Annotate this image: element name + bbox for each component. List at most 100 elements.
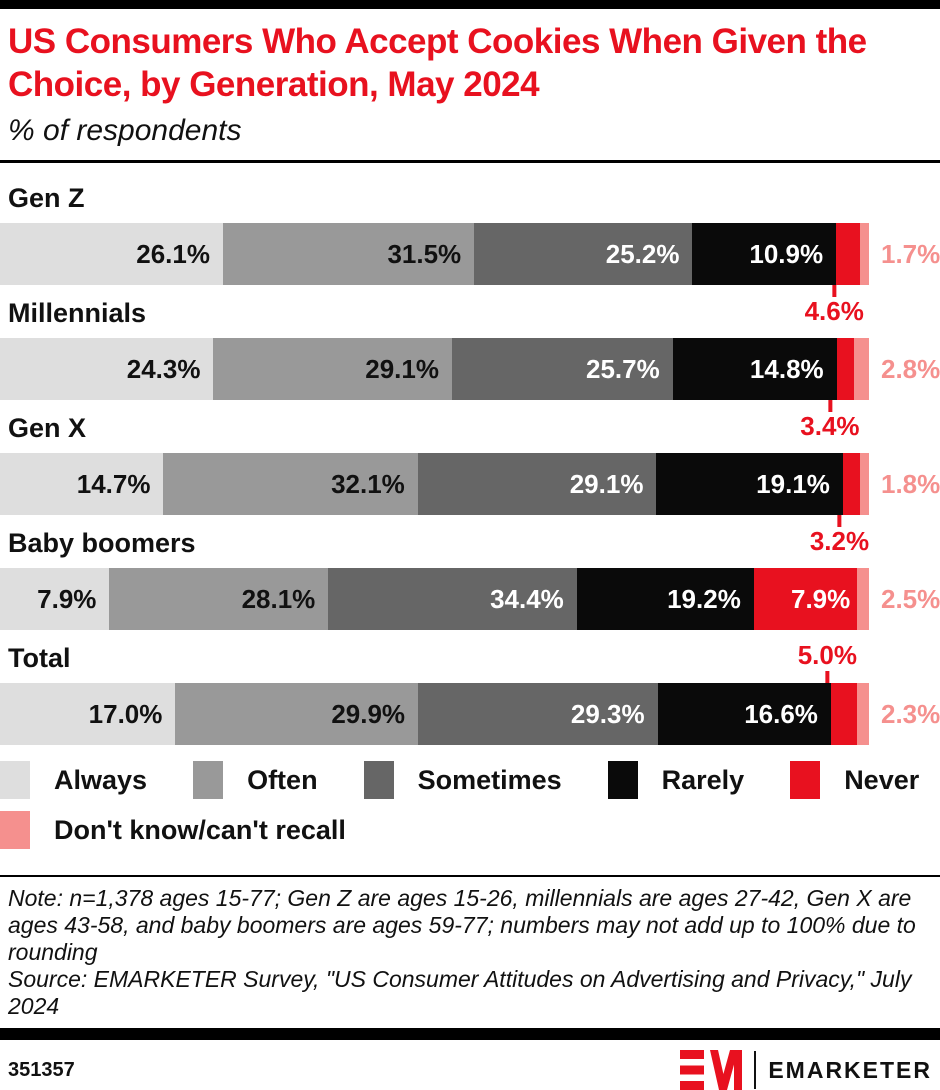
row-label: Total bbox=[8, 643, 71, 674]
legend-row: Always Often Sometimes Rarely Never bbox=[0, 761, 940, 800]
legend-label: Sometimes bbox=[417, 764, 562, 795]
bar-segment: 7.9% bbox=[0, 568, 110, 631]
segment-value-label: 10.9% bbox=[749, 238, 824, 269]
chart-row: Baby boomers 7.9% 28.1% 34.4% 19.2% 7.9% 2.5% bbox=[0, 528, 940, 631]
dont-know-value-label: 2.8% bbox=[881, 353, 940, 384]
note-text: Note: n=1,378 ages 15-77; Gen Z are ages… bbox=[8, 885, 916, 966]
bar-segment: 19.2% bbox=[576, 568, 754, 631]
segment-value-label: 28.1% bbox=[241, 583, 316, 614]
legend-row: Don't know/can't recall bbox=[0, 811, 940, 850]
bar-segment: 14.7% bbox=[0, 453, 164, 516]
segment-value-label: 29.1% bbox=[569, 468, 644, 499]
chart-row: Gen Z 26.1% 31.5% 25.2% 10.9% 1.7% 4.6% bbox=[0, 183, 940, 326]
bar-segment: 10.9% bbox=[692, 223, 837, 286]
chart-row: Millennials 24.3% 29.1% 25.7% 14.8% 2.8% 3.4% bbox=[0, 298, 940, 441]
stacked-bar: 7.9% 28.1% 34.4% 19.2% 7.9% 2.5% bbox=[0, 568, 940, 631]
dont-know-value-label: 1.7% bbox=[881, 238, 940, 269]
never-callout: 3.2% bbox=[810, 515, 869, 557]
segment-value-label: 16.6% bbox=[744, 698, 818, 729]
bar-segment: 16.6% bbox=[657, 683, 831, 746]
row-label: Millennials bbox=[8, 298, 147, 329]
dont-know-value-label: 1.8% bbox=[881, 468, 940, 499]
never-callout: 4.6% bbox=[805, 285, 864, 327]
segment-value-label: 14.8% bbox=[749, 353, 824, 384]
never-value-label: 5.0% bbox=[797, 640, 857, 671]
bar-segment bbox=[836, 223, 861, 286]
legend-item: Rarely bbox=[607, 761, 744, 800]
never-value-label: 4.6% bbox=[804, 296, 864, 327]
footer: 351357 EMARKETER bbox=[0, 1040, 940, 1090]
bar-segment bbox=[857, 568, 869, 631]
segment-value-label: 29.9% bbox=[331, 698, 406, 729]
legend-swatch bbox=[193, 761, 224, 800]
legend-item: Always bbox=[0, 761, 148, 800]
legend-item: Often bbox=[193, 761, 318, 800]
chart-header: US Consumers Who Accept Cookies When Giv… bbox=[0, 9, 940, 148]
bar-segment bbox=[860, 223, 870, 286]
legend-swatch bbox=[363, 761, 394, 800]
bar-segment: 26.1% bbox=[0, 223, 223, 286]
emarketer-mark-icon bbox=[680, 1050, 743, 1090]
chart-title: US Consumers Who Accept Cookies When Giv… bbox=[8, 22, 867, 104]
stacked-bar: 24.3% 29.1% 25.7% 14.8% 2.8% 3.4% bbox=[0, 338, 940, 441]
never-callout: 3.4% bbox=[800, 400, 860, 442]
legend-swatch bbox=[0, 811, 30, 850]
bar-segment: 29.3% bbox=[418, 683, 658, 746]
segment-value-label: 25.7% bbox=[586, 353, 660, 384]
legend-label: Often bbox=[247, 764, 318, 795]
stacked-bar: 14.7% 32.1% 29.1% 19.1% 1.8% 3.2% bbox=[0, 453, 940, 556]
brand-wordmark: EMARKETER bbox=[768, 1056, 932, 1083]
chart-row: Total 17.0% 29.9% 29.3% 16.6% 2.3% 5.0% bbox=[0, 640, 940, 746]
segment-value-label: 7.9% bbox=[37, 583, 97, 614]
segment-value-label: 19.2% bbox=[667, 583, 741, 614]
row-label: Baby boomers bbox=[8, 528, 196, 559]
callout-tick bbox=[827, 400, 832, 413]
bar-segment: 25.7% bbox=[451, 338, 673, 401]
segment-value-label: 29.1% bbox=[365, 353, 439, 384]
bar-segment: 17.0% bbox=[0, 683, 176, 746]
bar-segment: 31.5% bbox=[223, 223, 475, 286]
bar-segment bbox=[859, 453, 869, 516]
legend-swatch bbox=[0, 761, 30, 800]
bar-segment: 29.1% bbox=[417, 453, 657, 516]
bar-segment bbox=[842, 453, 860, 516]
legend-label: Never bbox=[844, 764, 920, 795]
row-label: Gen Z bbox=[8, 183, 85, 214]
bar-segment bbox=[836, 338, 855, 401]
callout-tick bbox=[825, 671, 830, 684]
bar-segment: 19.1% bbox=[656, 453, 843, 516]
bar-segment: 29.1% bbox=[213, 338, 452, 401]
source-text: Source: EMARKETER Survey, "US Consumer A… bbox=[8, 966, 912, 1020]
legend: Always Often Sometimes Rarely Never Don't kno… bbox=[0, 761, 940, 850]
segment-value-label: 26.1% bbox=[136, 238, 210, 269]
segment-value-label: 17.0% bbox=[88, 698, 163, 729]
segment-value-label: 32.1% bbox=[331, 468, 405, 499]
bar-segment: 29.9% bbox=[175, 683, 419, 746]
chart-subtitle: % of respondents bbox=[8, 114, 242, 148]
bar-segment: 28.1% bbox=[109, 568, 329, 631]
segment-value-label: 29.3% bbox=[570, 698, 645, 729]
legend-swatch bbox=[607, 761, 638, 800]
legend-label: Always bbox=[54, 764, 148, 795]
callout-tick bbox=[837, 515, 842, 528]
bar-segment: 24.3% bbox=[0, 338, 214, 401]
segment-value-label: 7.9% bbox=[790, 583, 851, 614]
brand-logo: EMARKETER bbox=[680, 1050, 932, 1090]
chart-row: Gen X 14.7% 32.1% 29.1% 19.1% 1.8% 3.2% bbox=[0, 413, 940, 556]
never-value-label: 3.2% bbox=[809, 526, 870, 557]
bar-segment: 14.8% bbox=[672, 338, 837, 401]
legend-item: Sometimes bbox=[363, 761, 562, 800]
segment-value-label: 19.1% bbox=[756, 468, 830, 499]
bar-segment bbox=[854, 338, 869, 401]
bar-segment bbox=[830, 683, 857, 746]
chart-id: 351357 bbox=[8, 1058, 75, 1081]
stacked-bar: 26.1% 31.5% 25.2% 10.9% 1.7% 4.6% bbox=[0, 223, 940, 326]
segment-value-label: 25.2% bbox=[605, 238, 680, 269]
segment-value-label: 24.3% bbox=[126, 353, 201, 384]
legend-item: Don't know/can't recall bbox=[0, 811, 346, 850]
never-callout: 5.0% bbox=[797, 640, 857, 684]
top-accent-bar bbox=[0, 0, 940, 9]
bar-segment: 25.2% bbox=[474, 223, 693, 286]
footnotes: Note: n=1,378 ages 15-77; Gen Z are ages… bbox=[0, 877, 940, 1020]
row-label: Gen X bbox=[8, 413, 87, 444]
